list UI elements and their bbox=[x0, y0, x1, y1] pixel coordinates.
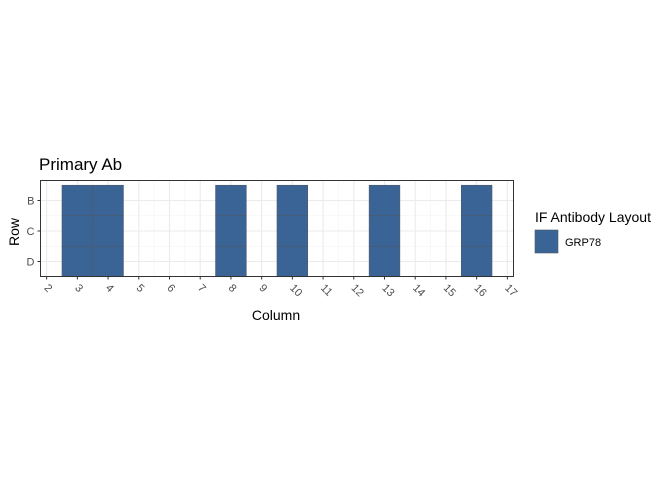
y-tick-label: C bbox=[27, 226, 35, 238]
tile bbox=[92, 184, 124, 217]
x-tick-label: 6 bbox=[164, 282, 177, 295]
tile bbox=[276, 215, 309, 247]
x-tick-label: 14 bbox=[410, 282, 427, 299]
tile bbox=[61, 245, 94, 278]
x-tick-label: 7 bbox=[195, 282, 208, 295]
legend-label-grp78: GRP78 bbox=[565, 237, 601, 249]
y-tick-label: D bbox=[27, 257, 35, 269]
tile bbox=[215, 245, 247, 278]
x-tick-label: 8 bbox=[226, 282, 239, 295]
tile bbox=[276, 245, 309, 278]
x-tick-label: 12 bbox=[349, 282, 366, 299]
tile bbox=[276, 184, 309, 217]
chart-title: Primary Ab bbox=[39, 155, 122, 174]
x-tick-label: 15 bbox=[441, 282, 458, 299]
x-tick-label: 2 bbox=[42, 282, 55, 295]
x-tick-label: 17 bbox=[502, 282, 519, 299]
x-tick-label: 10 bbox=[287, 282, 304, 299]
legend-key-grp78 bbox=[534, 229, 559, 254]
legend-title: IF Antibody Layout bbox=[535, 209, 651, 225]
tile bbox=[92, 215, 124, 247]
x-tick-label: 5 bbox=[134, 282, 147, 295]
tile bbox=[215, 184, 247, 217]
x-tick-label: 16 bbox=[472, 282, 489, 299]
tile bbox=[61, 184, 94, 217]
panel-border bbox=[40, 180, 514, 277]
x-tick-label: 11 bbox=[318, 282, 335, 299]
cells-layer bbox=[61, 184, 493, 278]
tile bbox=[460, 184, 493, 217]
x-tick-label: 4 bbox=[103, 282, 116, 295]
tile bbox=[368, 215, 401, 247]
x-axis-title: Column bbox=[252, 307, 300, 323]
tile bbox=[460, 215, 493, 247]
x-tick-label: 9 bbox=[257, 282, 270, 295]
tile bbox=[92, 245, 124, 278]
y-axis-title: Row bbox=[6, 217, 22, 246]
tile bbox=[368, 245, 401, 278]
tile bbox=[460, 245, 493, 278]
x-tick-label: 13 bbox=[379, 282, 396, 299]
legend: GRP78 bbox=[534, 229, 601, 254]
tile bbox=[368, 184, 401, 217]
tile bbox=[61, 215, 94, 247]
y-tick-label: B bbox=[27, 196, 34, 208]
x-tick-label: 3 bbox=[72, 282, 85, 295]
tile bbox=[215, 215, 247, 247]
